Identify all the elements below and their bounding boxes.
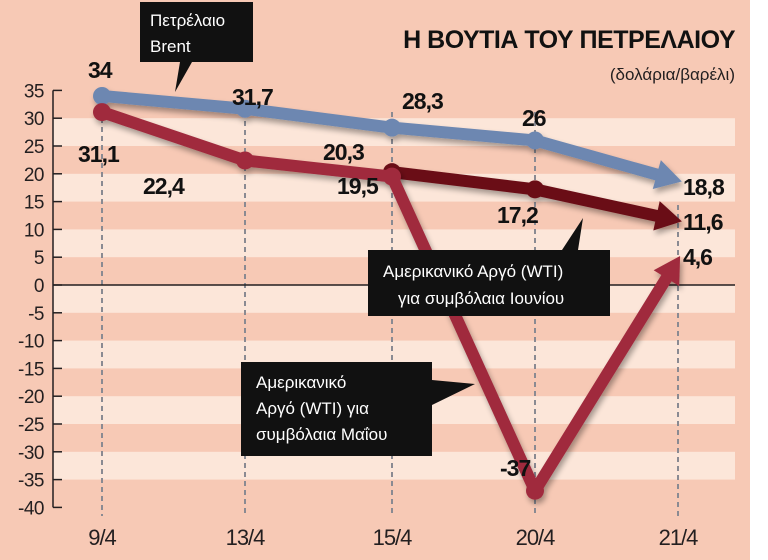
- callout-brent: Πετρέλαιο Brent: [140, 2, 253, 92]
- y-tick-label: -25: [18, 415, 44, 436]
- callout-wti-may: Αμερικανικό Αργό (WTI) για συμβόλαια Μαΐ…: [241, 362, 475, 456]
- data-labels: 34 31,7 28,3 26 18,8 31,1 22,4 19,5 -37 4,6 20,3 17…: [78, 57, 726, 481]
- series-wti-june: [383, 163, 682, 231]
- data-point: [383, 167, 401, 186]
- callout-brent-line1: Πετρέλαιο: [150, 11, 225, 30]
- data-label: 4,6: [683, 244, 712, 270]
- y-tick-label: 20: [24, 165, 44, 186]
- y-tick-label: -35: [18, 471, 44, 492]
- data-label: 31,7: [232, 84, 273, 110]
- y-tick-label: -30: [18, 443, 44, 464]
- data-point: [236, 99, 254, 118]
- data-label: 22,4: [143, 173, 185, 199]
- series-wti-may: [93, 103, 681, 500]
- data-label: 18,8: [683, 174, 725, 200]
- y-tick-label: -20: [18, 387, 44, 408]
- data-point: [236, 151, 254, 170]
- y-tick-label: 5: [34, 248, 44, 269]
- arrowhead-icon: [653, 256, 681, 287]
- data-label: -37: [500, 455, 530, 481]
- y-tick-label: -15: [18, 359, 44, 380]
- y-tick-label: 15: [24, 193, 44, 214]
- data-label: 19,5: [337, 173, 379, 199]
- y-tick-label: 35: [24, 81, 44, 102]
- data-label: 31,1: [78, 141, 120, 167]
- data-series: [93, 86, 682, 500]
- data-label: 17,2: [497, 202, 538, 228]
- y-tick-label: -5: [28, 304, 44, 325]
- data-point: [383, 118, 401, 137]
- callout-wti-may-line1: Αμερικανικό: [256, 373, 346, 392]
- data-point: [526, 180, 544, 199]
- y-axis: 35 30 25 20 15 10 5 0 -5 -10 -15 -20 -25 -30 -35 -40: [18, 81, 62, 519]
- x-tick-label: 13/4: [226, 525, 266, 550]
- y-tick-label: -40: [18, 498, 44, 519]
- callout-brent-line2: Brent: [150, 37, 191, 56]
- y-tick-label: 30: [24, 109, 44, 130]
- data-point: [526, 481, 544, 500]
- x-tick-label: 15/4: [373, 525, 413, 550]
- arrowhead-icon: [652, 160, 682, 189]
- stripe: [53, 451, 735, 480]
- callout-wti-june: Αμερικανικό Αργό (WTI) για συμβόλαια Ιου…: [368, 218, 610, 316]
- x-tick-label: 20/4: [516, 525, 556, 550]
- callout-wti-june-line1: Αμερικανικό Αργό (WTI): [383, 262, 563, 281]
- data-label: 20,3: [323, 139, 364, 165]
- x-axis-labels: 9/4 13/4 15/4 20/4 21/4: [88, 525, 699, 550]
- data-label: 28,3: [402, 88, 443, 114]
- x-tick-label: 9/4: [88, 525, 116, 550]
- x-tick-label: 21/4: [659, 525, 699, 550]
- chart-title: Η ΒΟΥΤΙΑ ΤΟΥ ΠΕΤΡΕΛΑΙΟΥ: [403, 26, 736, 54]
- y-tick-label: 25: [24, 137, 44, 158]
- y-tick-label: 10: [24, 220, 44, 241]
- data-label: 26: [522, 105, 546, 131]
- data-point: [526, 131, 544, 150]
- callout-wti-june-line2: για συμβόλαια Ιουνίου: [398, 289, 564, 308]
- arrowhead-icon: [653, 201, 682, 231]
- data-point: [93, 103, 111, 122]
- data-point: [93, 86, 111, 105]
- y-tick-label: -10: [18, 332, 44, 353]
- data-label: 11,6: [683, 209, 723, 235]
- series-brent: [93, 86, 682, 189]
- callout-wti-may-line3: συμβόλαια Μαΐου: [256, 425, 387, 444]
- callout-wti-may-line2: Αργό (WTI) για: [256, 399, 369, 418]
- chart-subtitle: (δολάρια/βαρέλι): [610, 65, 735, 84]
- data-label: 34: [88, 57, 113, 83]
- y-tick-label: 0: [34, 276, 44, 297]
